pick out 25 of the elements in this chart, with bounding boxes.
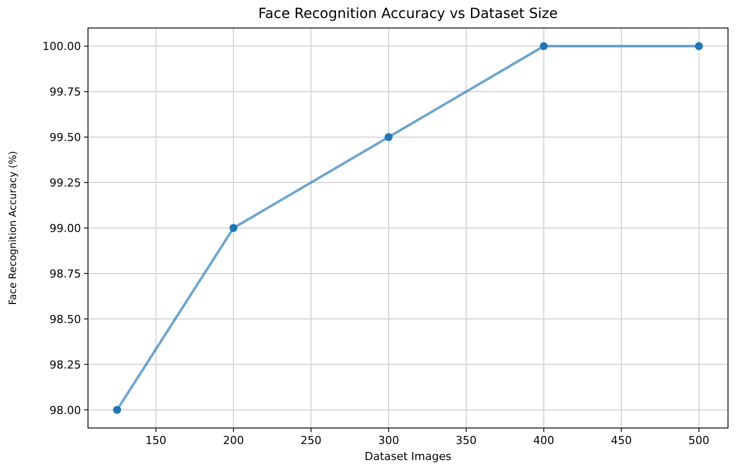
x-tick-label: 200	[222, 434, 244, 447]
x-axis-title: Dataset Images	[364, 450, 452, 463]
x-tick-label: 250	[300, 434, 322, 447]
x-tick-label: 350	[456, 434, 477, 447]
x-tick-label: 400	[533, 434, 554, 447]
point	[113, 406, 122, 414]
y-tick-label: 98.50	[50, 312, 81, 326]
y-tick-label: 98.00	[50, 404, 81, 417]
y-tick-label: 99.00	[50, 222, 81, 235]
point	[540, 42, 548, 50]
y-tick-label: 99.25	[50, 176, 81, 190]
chart-title: Face Recognition Accuracy vs Dataset Size	[258, 6, 558, 22]
y-tick-label: 98.25	[50, 358, 81, 372]
y-tick-label: 100.00	[42, 40, 81, 54]
point	[229, 224, 238, 232]
y-tick-label: 99.50	[50, 131, 81, 144]
point	[384, 133, 393, 142]
y-axis-title: Face Recognition Accuracy (%)	[8, 150, 19, 305]
x-tick-label: 150	[145, 434, 166, 447]
x-tick-label: 300	[378, 434, 400, 447]
point	[694, 42, 703, 50]
x-tick-label: 450	[610, 434, 632, 447]
x-tick-label: 500	[688, 434, 710, 447]
y-tick-label: 99.75	[50, 86, 81, 99]
y-tick-label: 98.75	[50, 267, 81, 280]
